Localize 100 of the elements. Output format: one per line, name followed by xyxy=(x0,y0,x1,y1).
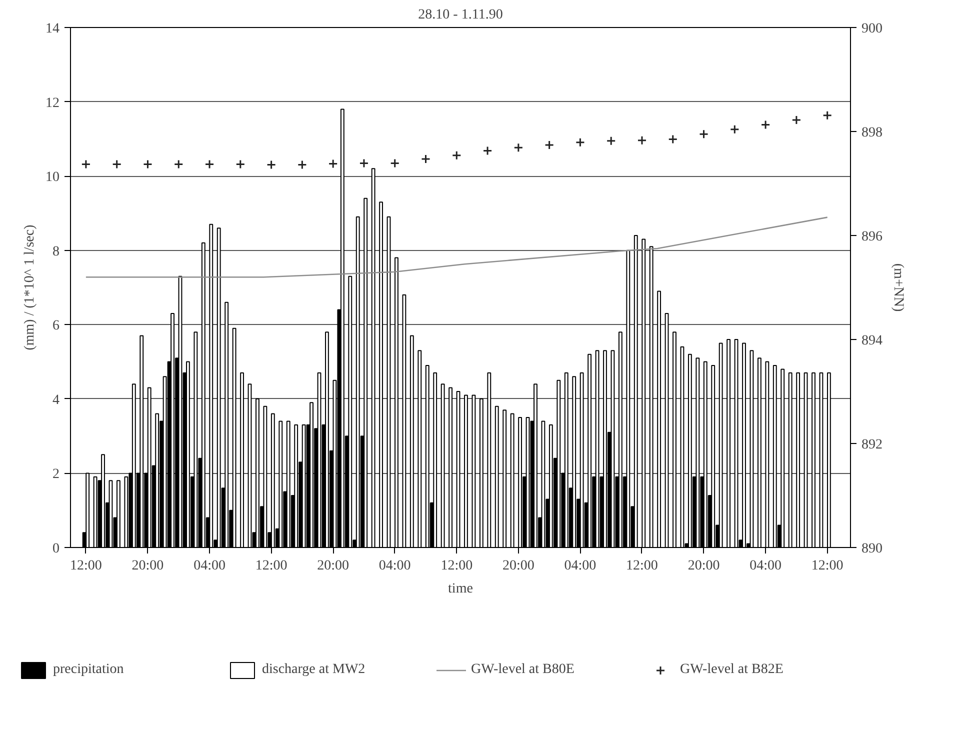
x-tick-label: 12:00 xyxy=(255,558,288,574)
bar xyxy=(224,302,229,548)
bar xyxy=(634,235,638,548)
bar xyxy=(772,365,777,548)
legend-label: GW-level at B80E xyxy=(471,662,576,678)
x-tick-label: 20:00 xyxy=(132,558,164,574)
bar xyxy=(448,387,452,548)
bar xyxy=(472,394,476,548)
point xyxy=(452,150,462,160)
bar xyxy=(286,420,290,548)
point xyxy=(606,136,616,146)
bar xyxy=(556,380,561,548)
point xyxy=(668,134,678,144)
y2-tick-label: 890 xyxy=(862,542,882,556)
point xyxy=(142,160,152,170)
bar xyxy=(278,420,283,548)
bar xyxy=(479,398,484,548)
bar xyxy=(718,342,723,548)
x-tick-label: 12:00 xyxy=(70,558,102,574)
bar xyxy=(688,354,692,548)
bar xyxy=(340,108,344,548)
bar xyxy=(796,372,800,548)
x-tick-label: 12:00 xyxy=(626,558,658,574)
bar xyxy=(440,384,445,548)
legend-label: precipitation xyxy=(53,662,125,678)
x-tick-label: 04:00 xyxy=(564,558,596,574)
bar xyxy=(534,384,538,548)
point xyxy=(236,160,246,170)
x-tick-label: 20:00 xyxy=(688,558,720,574)
bar xyxy=(657,290,662,548)
bar xyxy=(626,250,630,548)
legend-label: discharge at MW2 xyxy=(262,662,366,678)
bar xyxy=(588,354,592,548)
bar xyxy=(170,313,174,548)
x-tick-label: 04:00 xyxy=(194,558,226,574)
y-tick-label: 0 xyxy=(52,542,60,556)
point xyxy=(112,160,122,170)
bar xyxy=(364,198,368,548)
bar xyxy=(788,372,792,548)
bar xyxy=(302,424,306,548)
point xyxy=(81,160,91,170)
point xyxy=(575,138,585,148)
bar xyxy=(402,294,406,548)
y2-tick-label: 896 xyxy=(862,230,882,244)
point xyxy=(822,110,832,120)
point xyxy=(328,158,338,168)
y2-axis-title: (m+NN) xyxy=(890,263,906,312)
point xyxy=(482,146,492,156)
bar xyxy=(232,328,236,548)
bar xyxy=(603,350,607,548)
point xyxy=(359,158,369,168)
bar xyxy=(140,335,144,548)
bar xyxy=(780,368,785,548)
bar xyxy=(812,372,816,548)
x-axis-title: time xyxy=(448,582,473,596)
point xyxy=(204,160,214,170)
bar xyxy=(116,480,120,548)
x-tick-label: 20:00 xyxy=(502,558,534,574)
bar xyxy=(101,454,105,548)
x-tick-label: 12:00 xyxy=(811,558,844,574)
x-tick-label: 20:00 xyxy=(317,558,350,574)
bar xyxy=(433,372,438,548)
y2-tick-label: 898 xyxy=(862,126,882,140)
bar xyxy=(216,228,221,548)
bar xyxy=(726,339,731,548)
bar xyxy=(186,361,190,548)
point xyxy=(792,115,802,125)
y-tick-label: 8 xyxy=(52,244,60,260)
bar xyxy=(256,398,260,548)
bar xyxy=(124,476,128,548)
bar xyxy=(494,406,499,548)
bar xyxy=(240,372,244,548)
bar xyxy=(325,332,329,548)
bar xyxy=(672,332,676,548)
bar xyxy=(696,358,700,548)
bar xyxy=(410,335,414,548)
bar xyxy=(425,365,430,548)
bar xyxy=(564,372,568,548)
bar xyxy=(487,372,492,548)
bar xyxy=(371,168,376,548)
bar xyxy=(502,410,507,548)
chart-title: 28.10 - 1.11.90 xyxy=(418,8,503,22)
y-axis-title: (mm) / (1*10^ 1 l/sec) xyxy=(22,224,38,350)
bar xyxy=(155,413,160,548)
point xyxy=(421,154,430,164)
y2-tick-label: 900 xyxy=(862,22,882,36)
bar xyxy=(464,394,468,548)
point xyxy=(390,158,400,168)
point xyxy=(266,160,276,170)
bar xyxy=(548,424,553,548)
point xyxy=(730,124,740,134)
bar xyxy=(757,358,762,548)
y-tick-label: 14 xyxy=(46,22,60,36)
bar xyxy=(742,342,746,548)
bar xyxy=(649,246,654,548)
y2-tick-label: 894 xyxy=(862,334,882,348)
y-tick-label: 2 xyxy=(52,467,60,482)
point xyxy=(174,160,184,170)
bar xyxy=(263,406,268,548)
point xyxy=(760,120,770,130)
